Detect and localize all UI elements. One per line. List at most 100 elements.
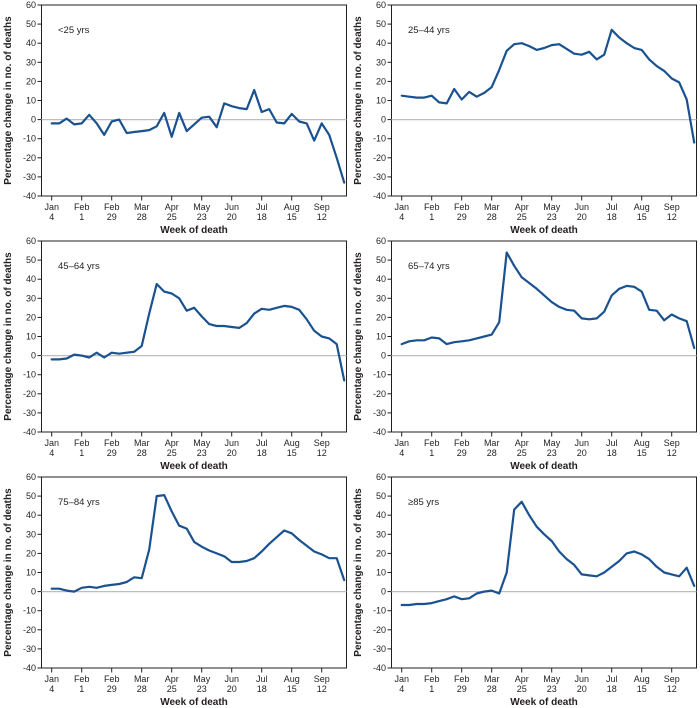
- y-axis-title: Percentage change in no. of deaths: [353, 252, 364, 421]
- y-tick-label: 60: [26, 472, 36, 482]
- x-tick-label-month: Mar: [484, 202, 500, 212]
- x-tick-label-day: 4: [399, 684, 404, 694]
- x-tick-label-day: 29: [457, 684, 467, 694]
- data-line: [50, 282, 346, 382]
- chart-svg-3: 6050403020100-10-20-30-40Jan4Feb1Feb29Ma…: [353, 236, 697, 472]
- x-tick-label-day: 29: [107, 448, 117, 458]
- x-tick-label-day: 23: [547, 212, 557, 222]
- x-tick-label-month: Apr: [165, 438, 179, 448]
- x-tick-label-month: May: [543, 674, 561, 684]
- x-tick-label-month: Jul: [256, 438, 268, 448]
- x-tick-label-month: Jun: [574, 202, 589, 212]
- y-tick-label: 0: [381, 587, 386, 597]
- x-tick-label-day: 20: [227, 212, 237, 222]
- data-line: [400, 28, 696, 144]
- x-tick-label-day: 15: [287, 448, 297, 458]
- x-tick-label-day: 12: [317, 448, 327, 458]
- y-tick-label: 40: [376, 274, 386, 284]
- x-tick-label-day: 1: [79, 684, 84, 694]
- x-tick-label-month: Jun: [224, 674, 239, 684]
- x-tick-label-day: 18: [607, 684, 617, 694]
- x-axis-title: Week of death: [160, 225, 228, 236]
- y-tick-label: 10: [376, 96, 386, 106]
- x-tick-label-month: Jan: [394, 202, 409, 212]
- x-tick-label-day: 25: [517, 212, 527, 222]
- x-tick-label-day: 28: [137, 684, 147, 694]
- x-tick-label-month: Feb: [74, 202, 90, 212]
- x-tick-label-day: 4: [49, 212, 54, 222]
- y-axis-title: Percentage change in no. of deaths: [353, 488, 364, 657]
- x-tick-label-day: 23: [197, 684, 207, 694]
- x-tick-label-day: 18: [607, 448, 617, 458]
- y-tick-label: 0: [381, 351, 386, 361]
- x-tick-label-day: 12: [667, 684, 677, 694]
- x-tick-label-day: 12: [667, 448, 677, 458]
- x-tick-label-month: Feb: [454, 438, 470, 448]
- x-tick-label-day: 23: [197, 448, 207, 458]
- x-tick-label-day: 18: [257, 684, 267, 694]
- x-tick-label-month: Sep: [664, 438, 680, 448]
- x-tick-label-day: 18: [257, 448, 267, 458]
- x-axis-title: Week of death: [510, 697, 578, 708]
- y-tick-label: 30: [376, 293, 386, 303]
- x-tick-label-day: 23: [197, 212, 207, 222]
- y-tick-label: -30: [373, 408, 386, 418]
- y-tick-label: 20: [26, 312, 36, 322]
- y-axis-title: Percentage change in no. of deaths: [3, 252, 14, 421]
- x-tick-label-month: Feb: [104, 202, 120, 212]
- x-tick-label-month: Mar: [134, 674, 150, 684]
- y-tick-label: -40: [23, 663, 36, 673]
- y-tick-label: -30: [373, 644, 386, 654]
- x-tick-label-month: Mar: [484, 674, 500, 684]
- x-tick-label-month: Mar: [134, 438, 150, 448]
- x-tick-label-month: Feb: [424, 438, 440, 448]
- chart-svg-0: 6050403020100-10-20-30-40Jan4Feb1Feb29Ma…: [3, 0, 347, 236]
- x-tick-label-day: 29: [107, 684, 117, 694]
- x-axis-title: Week of death: [510, 225, 578, 236]
- y-axis-title: Percentage change in no. of deaths: [353, 16, 364, 185]
- x-tick-label-month: May: [543, 438, 561, 448]
- x-tick-label-day: 25: [517, 684, 527, 694]
- y-tick-label: -10: [373, 606, 386, 616]
- y-tick-label: 40: [26, 274, 36, 284]
- data-line: [400, 251, 696, 350]
- y-tick-label: 40: [26, 510, 36, 520]
- x-tick-label-day: 1: [429, 448, 434, 458]
- x-tick-label-month: Jul: [256, 202, 268, 212]
- y-tick-label: 20: [26, 548, 36, 558]
- y-tick-label: 0: [381, 115, 386, 125]
- x-tick-label-day: 20: [227, 684, 237, 694]
- y-tick-label: 0: [31, 351, 36, 361]
- y-tick-label: -20: [373, 389, 386, 399]
- y-tick-label: -40: [373, 663, 386, 673]
- chart-panel-2: 60 50 40 30 20 10 0 -10 -20 -30 -40 Jan 4 Feb 1 Feb 29 Ma…: [0, 236, 350, 472]
- y-tick-label: 20: [376, 312, 386, 322]
- y-tick-label: -20: [23, 153, 36, 163]
- x-tick-label-month: Mar: [484, 438, 500, 448]
- x-tick-label-month: Feb: [104, 438, 120, 448]
- x-tick-label-month: Aug: [284, 202, 300, 212]
- x-tick-label-month: May: [193, 202, 211, 212]
- y-tick-label: 50: [376, 255, 386, 265]
- y-tick-label: -20: [23, 625, 36, 635]
- chart-svg-4: 6050403020100-10-20-30-40Jan4Feb1Feb29Ma…: [3, 472, 347, 708]
- y-tick-label: -10: [23, 606, 36, 616]
- chart-panel-1: 60 50 40 30 20 10 0 -10 -20 -30 -40 Jan 4 Feb 1 Feb 29 Ma…: [350, 0, 700, 236]
- x-tick-label-month: Feb: [424, 674, 440, 684]
- x-tick-label-day: 28: [487, 212, 497, 222]
- x-tick-label-day: 15: [637, 684, 647, 694]
- x-axis-title: Week of death: [160, 697, 228, 708]
- y-tick-label: -20: [373, 625, 386, 635]
- x-tick-label-month: Jan: [394, 438, 409, 448]
- x-tick-label-month: Jun: [224, 202, 239, 212]
- x-tick-label-day: 29: [107, 212, 117, 222]
- x-tick-label-month: Jul: [606, 202, 618, 212]
- x-tick-label-month: Jul: [606, 438, 618, 448]
- y-tick-label: -40: [373, 191, 386, 201]
- y-tick-label: -30: [23, 408, 36, 418]
- y-tick-label: 0: [31, 587, 36, 597]
- x-tick-label-month: Feb: [104, 674, 120, 684]
- x-tick-label-month: Apr: [515, 202, 529, 212]
- y-tick-label: 60: [376, 236, 386, 246]
